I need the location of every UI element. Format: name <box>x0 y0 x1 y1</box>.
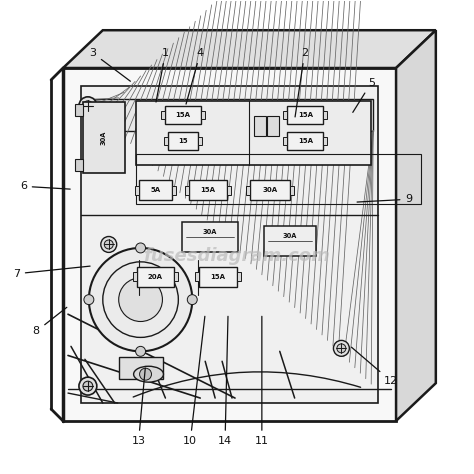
Text: 15A: 15A <box>210 274 226 280</box>
Bar <box>164 137 168 145</box>
Text: 12: 12 <box>351 347 398 386</box>
Bar <box>266 116 279 136</box>
Bar <box>86 99 373 131</box>
Bar <box>201 111 205 119</box>
Text: 1: 1 <box>156 48 169 102</box>
Circle shape <box>83 101 93 111</box>
Circle shape <box>79 377 97 395</box>
Bar <box>136 155 421 204</box>
Text: 9: 9 <box>357 194 412 204</box>
Text: 15A: 15A <box>201 187 216 193</box>
Bar <box>174 272 178 281</box>
Bar <box>283 137 287 145</box>
Circle shape <box>333 340 349 356</box>
Bar <box>133 272 137 281</box>
Circle shape <box>101 237 117 253</box>
Bar <box>161 111 165 119</box>
Text: 30A: 30A <box>203 228 218 235</box>
Circle shape <box>79 97 97 115</box>
Polygon shape <box>396 30 436 421</box>
Circle shape <box>136 243 146 253</box>
Bar <box>75 104 83 116</box>
Circle shape <box>187 295 197 305</box>
Ellipse shape <box>134 366 164 382</box>
Text: 20A: 20A <box>148 274 163 280</box>
Text: 13: 13 <box>132 368 146 446</box>
Text: 11: 11 <box>255 316 269 446</box>
Circle shape <box>84 295 94 305</box>
Bar <box>118 357 164 379</box>
Bar <box>287 132 323 149</box>
Bar <box>75 159 83 172</box>
Bar <box>173 186 176 195</box>
Text: 30A: 30A <box>283 233 297 238</box>
Bar <box>168 132 198 149</box>
Bar <box>135 186 138 195</box>
Bar <box>283 111 287 119</box>
Bar <box>287 106 323 124</box>
Bar <box>254 116 265 136</box>
Text: 30A: 30A <box>262 187 277 193</box>
Circle shape <box>118 278 163 321</box>
Bar <box>227 186 231 195</box>
Bar <box>185 186 189 195</box>
Circle shape <box>337 344 346 353</box>
Circle shape <box>83 381 93 391</box>
Circle shape <box>136 346 146 356</box>
Bar <box>323 137 327 145</box>
Bar <box>199 267 237 287</box>
Bar <box>323 111 327 119</box>
Bar <box>136 101 371 165</box>
Text: 15A: 15A <box>175 112 190 118</box>
Bar <box>195 272 199 281</box>
Bar <box>246 186 250 195</box>
Text: 10: 10 <box>183 316 205 446</box>
Bar <box>83 102 125 173</box>
Text: 4: 4 <box>186 48 204 104</box>
Bar <box>189 180 227 200</box>
Text: 15: 15 <box>178 137 188 144</box>
Text: 5: 5 <box>353 78 375 112</box>
Bar <box>138 180 173 200</box>
Bar <box>63 68 396 421</box>
Circle shape <box>139 368 152 380</box>
Text: 2: 2 <box>295 48 308 117</box>
Bar <box>81 86 378 403</box>
Bar <box>198 137 201 145</box>
Bar <box>165 106 201 124</box>
Text: 15A: 15A <box>298 112 313 118</box>
Text: 30A: 30A <box>101 130 107 145</box>
Text: 6: 6 <box>20 181 70 191</box>
Bar <box>182 222 238 252</box>
Text: 15A: 15A <box>298 137 313 144</box>
Bar <box>264 226 316 256</box>
Circle shape <box>104 240 113 249</box>
Text: 3: 3 <box>90 48 130 81</box>
Bar <box>137 267 174 287</box>
Text: 7: 7 <box>13 266 90 279</box>
Bar <box>237 272 241 281</box>
Text: 5A: 5A <box>150 187 161 193</box>
Bar <box>290 186 294 195</box>
Bar <box>250 180 290 200</box>
Polygon shape <box>63 30 436 68</box>
Circle shape <box>89 248 192 351</box>
Text: 8: 8 <box>33 307 67 337</box>
Text: fusesdiagram.com: fusesdiagram.com <box>144 247 330 265</box>
Text: 14: 14 <box>218 316 232 446</box>
